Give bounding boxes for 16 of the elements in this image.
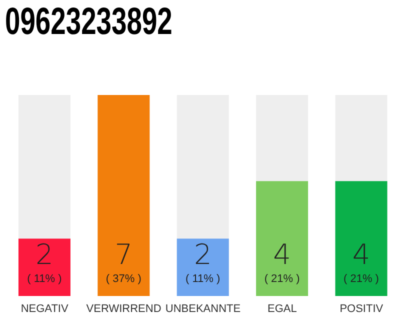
data-label: 4	[352, 238, 370, 271]
x-tick-label: VERWIRREND	[86, 302, 162, 315]
annotation: ( 11% )	[186, 273, 220, 285]
data-label: 2	[194, 238, 212, 271]
annotation: ( 11% )	[27, 273, 62, 285]
x-tick-label: UNBEKANNTE	[165, 302, 241, 315]
data-label: 4	[273, 238, 291, 271]
data-label: 7	[114, 238, 133, 271]
annotation: ( 21% )	[264, 273, 300, 285]
chart-title: 09623233892	[5, 0, 172, 44]
x-tick-label: EGAL	[268, 302, 297, 315]
x-tick-label: POSITIV	[340, 302, 384, 315]
data-label: 2	[36, 238, 54, 271]
annotation: ( 37% )	[106, 273, 142, 285]
annotation: ( 21% )	[344, 273, 379, 285]
x-tick-label: NEGATIV	[20, 302, 69, 315]
